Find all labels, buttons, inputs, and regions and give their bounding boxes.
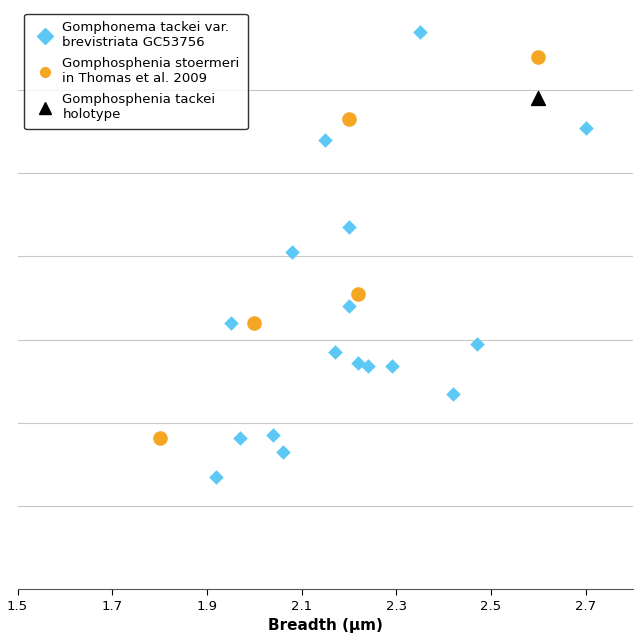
- Point: [533, 93, 543, 104]
- Point: [580, 122, 591, 132]
- Point: [320, 135, 330, 145]
- Legend: Gomphonema tackei var.
brevistriata GC53756, Gomphosphenia stoermeri
in Thomas e: Gomphonema tackei var. brevistriata GC53…: [24, 13, 248, 129]
- Point: [344, 222, 354, 232]
- Point: [249, 318, 259, 328]
- Point: [287, 247, 297, 257]
- Point: [268, 430, 278, 440]
- Point: [415, 27, 425, 37]
- Point: [225, 318, 236, 328]
- Point: [211, 472, 221, 482]
- Point: [533, 52, 543, 62]
- Point: [344, 301, 354, 312]
- Point: [235, 433, 245, 443]
- Point: [344, 114, 354, 124]
- Point: [154, 433, 164, 443]
- Point: [330, 347, 340, 357]
- Point: [353, 289, 364, 299]
- Point: [472, 339, 482, 349]
- Point: [353, 358, 364, 368]
- Point: [363, 361, 373, 371]
- Point: [448, 388, 458, 399]
- Point: [387, 361, 397, 371]
- Point: [278, 447, 288, 457]
- X-axis label: Breadth (μm): Breadth (μm): [268, 618, 383, 633]
